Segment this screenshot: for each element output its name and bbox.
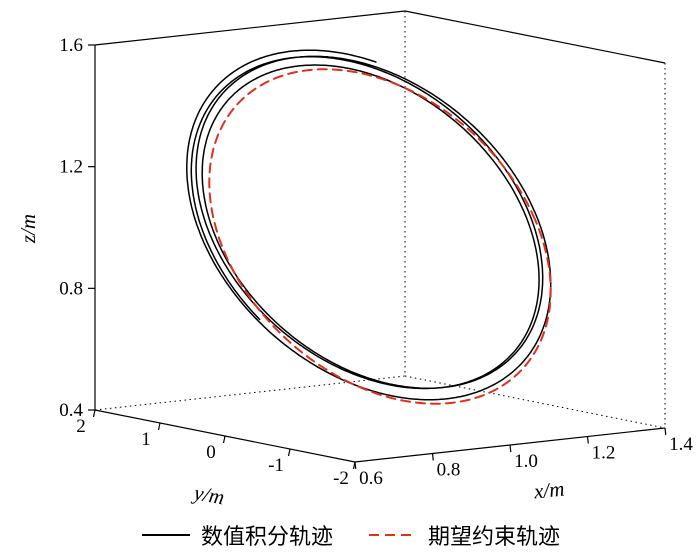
y-tick-label: -1	[268, 455, 284, 476]
z-tick-label: 1.6	[59, 35, 83, 56]
x-tick-label: 0.8	[437, 460, 461, 481]
x-tick-label: 1.2	[592, 443, 616, 464]
desired-trajectory-line	[208, 68, 552, 405]
x-tick-label: 1.0	[514, 451, 538, 472]
x-tick-label: 1.4	[669, 434, 693, 455]
z-axis-title: z/m	[16, 213, 41, 244]
legend-label-desired: 期望约束轨迹	[428, 524, 561, 549]
legend-label-numerical: 数值积分轨迹	[200, 524, 333, 549]
y-tick	[157, 422, 161, 431]
y-axis-title: y/m	[192, 480, 227, 510]
legend-entry-numerical: 数值积分轨迹	[140, 519, 333, 551]
z-tick-label: 0.8	[59, 278, 83, 299]
x-tick	[431, 453, 434, 461]
box-edge-floor-left	[94, 375, 406, 411]
plot-area: 0.6 0.8 1.0 1.2 1.4 2 1 0 -1 -2 0.4 0.8 1.2 1.6	[59, 10, 693, 489]
legend-entry-desired: 期望约束轨迹	[367, 519, 560, 551]
y-tick	[222, 435, 226, 444]
x-tick	[586, 436, 589, 444]
box-edge-floor-right	[404, 375, 666, 429]
y-tick-label: 0	[206, 442, 216, 463]
legend: 数值积分轨迹 期望约束轨迹	[0, 519, 700, 551]
box-edge-top-right	[404, 10, 666, 64]
z-tick-label: 1.2	[59, 157, 83, 178]
x-tick	[664, 427, 667, 436]
x-axis-title: x/m	[532, 476, 566, 504]
y-tick-label: -2	[333, 468, 349, 489]
y-tick	[92, 409, 96, 418]
dashed-line-sample	[369, 534, 417, 536]
y-tick-label: 2	[76, 416, 86, 437]
y-tick-label: 1	[141, 429, 151, 450]
y-tick	[287, 448, 291, 457]
z-tick-label: 0.4	[59, 400, 83, 421]
x-tick-label: 0.6	[359, 468, 383, 489]
box-edge-top-left	[94, 10, 406, 46]
y-tick	[352, 461, 356, 470]
numerical-trajectory-line	[186, 49, 552, 401]
x-tick	[509, 444, 512, 453]
solid-line-sample	[141, 534, 190, 536]
